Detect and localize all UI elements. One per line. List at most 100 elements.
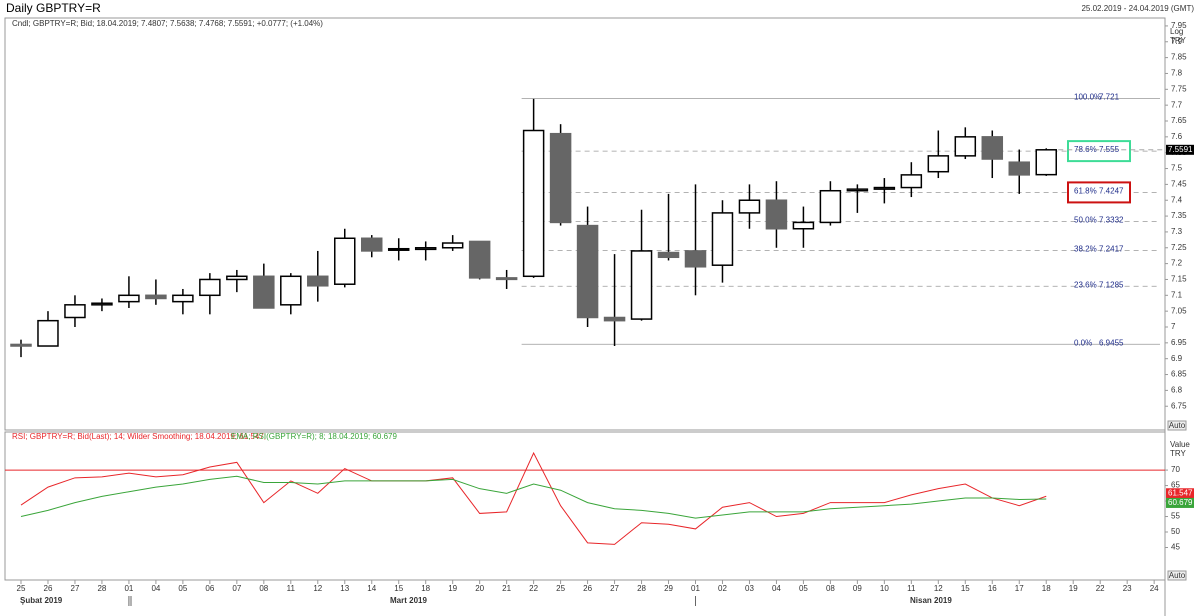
price-tag bbox=[1166, 144, 1194, 155]
candle-body bbox=[900, 174, 923, 189]
y-tick-label: 6.95 bbox=[1171, 338, 1187, 347]
auto-button[interactable]: Auto bbox=[1167, 570, 1187, 581]
x-tick-label: 27 bbox=[610, 584, 619, 593]
candle-body bbox=[684, 250, 707, 268]
price-legend: Cndl; GBPTRY=R; Bid; 18.04.2019; 7.4807;… bbox=[12, 19, 323, 28]
y-tick-label: 6.85 bbox=[1171, 370, 1187, 379]
x-tick-label: 23 bbox=[1123, 584, 1132, 593]
x-tick-label: 28 bbox=[97, 584, 106, 593]
candle-body bbox=[657, 251, 680, 259]
fib-highlight bbox=[1067, 140, 1131, 163]
fib-price: 7.721 bbox=[1099, 93, 1120, 102]
candle-body bbox=[927, 155, 950, 173]
candle-body bbox=[981, 136, 1004, 160]
y-tick-label: 55 bbox=[1171, 512, 1180, 521]
y-tick-label: 7.05 bbox=[1171, 306, 1187, 315]
candle-body bbox=[630, 250, 653, 320]
y-tick-label: 70 bbox=[1171, 465, 1180, 474]
auto-box[interactable] bbox=[1167, 420, 1187, 431]
x-tick-label: 19 bbox=[448, 584, 457, 593]
value-tag-label: 60.679 bbox=[1168, 498, 1193, 507]
x-tick-label: 17 bbox=[1015, 584, 1024, 593]
x-tick-label: 12 bbox=[313, 584, 322, 593]
axis-unit: TRY bbox=[1170, 449, 1187, 458]
y-tick-label: 7.35 bbox=[1171, 211, 1187, 220]
candle-body bbox=[441, 242, 464, 249]
auto-button[interactable]: Auto bbox=[1167, 420, 1187, 431]
x-tick-label: 18 bbox=[1042, 584, 1051, 593]
candle-body bbox=[873, 186, 896, 190]
candle-body bbox=[414, 247, 437, 251]
x-tick-label: 03 bbox=[745, 584, 754, 593]
chart-title: Daily GBPTRY=R bbox=[6, 1, 101, 15]
x-tick-label: 06 bbox=[205, 584, 214, 593]
x-tick-label: 16 bbox=[988, 584, 997, 593]
x-tick-label: 05 bbox=[178, 584, 187, 593]
candle-body bbox=[334, 237, 356, 285]
y-tick-label: 65 bbox=[1171, 481, 1180, 490]
x-tick-label: 22 bbox=[1096, 584, 1105, 593]
fib-level: 50.0% bbox=[1074, 216, 1097, 225]
fib-price: 7.555 bbox=[1099, 145, 1120, 154]
ema-legend: EMA; RSI(GBPTRY=R); 8; 18.04.2019; 60.67… bbox=[231, 432, 397, 441]
month-label: Nisan 2019 bbox=[910, 596, 952, 605]
y-tick-label: 7.75 bbox=[1171, 84, 1187, 93]
series-line bbox=[20, 475, 1047, 519]
candle-body bbox=[37, 319, 59, 347]
y-tick-label: 7.9 bbox=[1171, 37, 1183, 46]
y-tick-label: 7.7 bbox=[1171, 100, 1183, 109]
fib-price: 7.2417 bbox=[1099, 245, 1124, 254]
candle-body bbox=[603, 316, 626, 322]
month-label: Şubat 2019 bbox=[20, 596, 63, 605]
x-tick-label: 27 bbox=[71, 584, 80, 593]
y-tick-label: 7.25 bbox=[1171, 243, 1187, 252]
candle-body bbox=[954, 136, 977, 157]
x-tick-label: 29 bbox=[664, 584, 673, 593]
candle-body bbox=[1008, 161, 1031, 176]
fib-price: 6.9455 bbox=[1099, 338, 1124, 347]
x-tick-label: 26 bbox=[44, 584, 53, 593]
candle-body bbox=[226, 275, 248, 281]
candle-body bbox=[792, 221, 815, 230]
month-label: Mart 2019 bbox=[390, 596, 427, 605]
x-tick-label: 22 bbox=[529, 584, 538, 593]
candle-body bbox=[307, 275, 329, 287]
x-tick-label: 14 bbox=[367, 584, 376, 593]
x-tick-label: 04 bbox=[151, 584, 160, 593]
fib-level: 100.0% bbox=[1074, 93, 1101, 102]
x-tick-label: 21 bbox=[502, 584, 511, 593]
price-tag-label: 7.5591 bbox=[1168, 145, 1193, 154]
y-tick-label: 7.65 bbox=[1171, 116, 1187, 125]
date-range: 25.02.2019 - 24.04.2019 (GMT) bbox=[1081, 4, 1194, 13]
y-tick-label: 7.2 bbox=[1171, 259, 1183, 268]
y-tick-label: 7.3 bbox=[1171, 227, 1183, 236]
candle-body bbox=[765, 199, 788, 230]
y-tick-label: 6.9 bbox=[1171, 354, 1183, 363]
x-tick-label: 09 bbox=[853, 584, 862, 593]
y-tick-label: 7.15 bbox=[1171, 275, 1187, 284]
candle-body bbox=[10, 343, 32, 347]
auto-label[interactable]: Auto bbox=[1169, 571, 1186, 580]
value-tag bbox=[1166, 488, 1194, 499]
x-tick-label: 02 bbox=[718, 584, 727, 593]
candle-body bbox=[738, 199, 761, 214]
auto-box[interactable] bbox=[1167, 570, 1187, 581]
x-tick-label: 11 bbox=[287, 584, 296, 593]
candle-body bbox=[549, 132, 572, 224]
candle-body bbox=[711, 212, 734, 266]
x-tick-label: 01 bbox=[124, 584, 133, 593]
fib-level: 23.6% bbox=[1074, 280, 1097, 289]
candle-body bbox=[253, 275, 275, 309]
y-tick-label: 6.8 bbox=[1171, 385, 1183, 394]
value-tag bbox=[1166, 497, 1194, 508]
x-tick-label: 28 bbox=[637, 584, 646, 593]
fib-level: 61.8% bbox=[1074, 187, 1097, 196]
x-tick-label: 08 bbox=[259, 584, 268, 593]
auto-label[interactable]: Auto bbox=[1169, 421, 1186, 430]
y-tick-label: 50 bbox=[1171, 527, 1180, 536]
x-tick-label: 24 bbox=[1150, 584, 1159, 593]
y-tick-label: 7.85 bbox=[1171, 53, 1187, 62]
fib-price: 7.3332 bbox=[1099, 216, 1124, 225]
